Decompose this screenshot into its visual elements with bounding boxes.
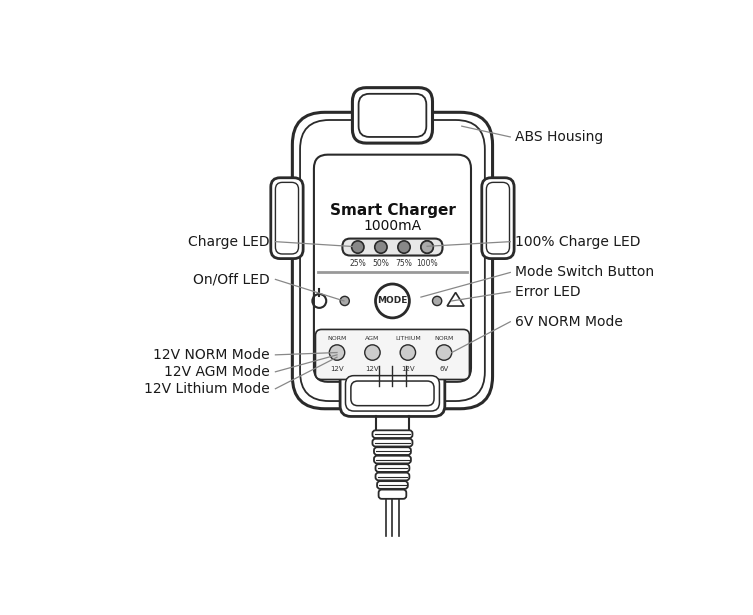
FancyBboxPatch shape bbox=[374, 456, 411, 464]
Text: Error LED: Error LED bbox=[515, 285, 581, 299]
Text: On/Off LED: On/Off LED bbox=[194, 272, 270, 287]
FancyBboxPatch shape bbox=[276, 183, 298, 254]
FancyBboxPatch shape bbox=[352, 88, 432, 143]
FancyBboxPatch shape bbox=[314, 154, 471, 382]
FancyBboxPatch shape bbox=[271, 178, 303, 258]
FancyBboxPatch shape bbox=[374, 447, 411, 455]
Circle shape bbox=[375, 241, 387, 253]
Circle shape bbox=[436, 345, 452, 360]
Circle shape bbox=[364, 345, 380, 360]
FancyBboxPatch shape bbox=[373, 430, 413, 438]
FancyBboxPatch shape bbox=[373, 438, 413, 446]
Circle shape bbox=[376, 284, 410, 318]
FancyBboxPatch shape bbox=[340, 370, 445, 416]
FancyBboxPatch shape bbox=[376, 473, 410, 480]
Text: MODE: MODE bbox=[377, 296, 407, 306]
Text: 6V: 6V bbox=[440, 366, 449, 371]
Circle shape bbox=[352, 241, 364, 253]
Text: 12V NORM Mode: 12V NORM Mode bbox=[154, 348, 270, 362]
Circle shape bbox=[432, 296, 442, 306]
Text: NORM: NORM bbox=[434, 336, 454, 341]
Text: 12V: 12V bbox=[366, 366, 380, 371]
Text: Charge LED: Charge LED bbox=[188, 235, 270, 248]
FancyBboxPatch shape bbox=[379, 490, 407, 499]
Text: 12V: 12V bbox=[331, 366, 344, 371]
Text: 50%: 50% bbox=[373, 260, 389, 268]
Text: AGM: AGM bbox=[365, 336, 380, 341]
FancyBboxPatch shape bbox=[358, 94, 426, 137]
Text: Mode Switch Button: Mode Switch Button bbox=[515, 266, 654, 279]
Text: ABS Housing: ABS Housing bbox=[515, 130, 603, 144]
Text: 12V Lithium Mode: 12V Lithium Mode bbox=[145, 382, 270, 395]
FancyBboxPatch shape bbox=[486, 183, 510, 254]
Circle shape bbox=[329, 345, 345, 360]
Text: LITHIUM: LITHIUM bbox=[395, 336, 421, 341]
FancyBboxPatch shape bbox=[346, 376, 440, 411]
Text: 1000mA: 1000mA bbox=[364, 220, 422, 233]
Circle shape bbox=[340, 296, 349, 306]
Text: 100%: 100% bbox=[416, 260, 438, 268]
Text: NORM: NORM bbox=[328, 336, 346, 341]
FancyBboxPatch shape bbox=[377, 481, 408, 489]
Text: 25%: 25% bbox=[349, 260, 366, 268]
Text: 12V AGM Mode: 12V AGM Mode bbox=[164, 365, 270, 379]
Text: 12V: 12V bbox=[401, 366, 415, 371]
Circle shape bbox=[400, 345, 416, 360]
Text: 100% Charge LED: 100% Charge LED bbox=[515, 235, 640, 248]
Circle shape bbox=[398, 241, 410, 253]
FancyBboxPatch shape bbox=[292, 113, 492, 409]
FancyBboxPatch shape bbox=[376, 464, 410, 472]
FancyBboxPatch shape bbox=[482, 178, 514, 258]
Circle shape bbox=[421, 241, 433, 253]
FancyBboxPatch shape bbox=[316, 330, 469, 379]
Circle shape bbox=[421, 241, 433, 253]
Text: 75%: 75% bbox=[395, 260, 413, 268]
Text: 6V NORM Mode: 6V NORM Mode bbox=[515, 315, 623, 329]
Text: Smart Charger: Smart Charger bbox=[330, 204, 456, 218]
FancyBboxPatch shape bbox=[351, 381, 434, 406]
FancyBboxPatch shape bbox=[300, 120, 485, 401]
FancyBboxPatch shape bbox=[343, 239, 443, 255]
